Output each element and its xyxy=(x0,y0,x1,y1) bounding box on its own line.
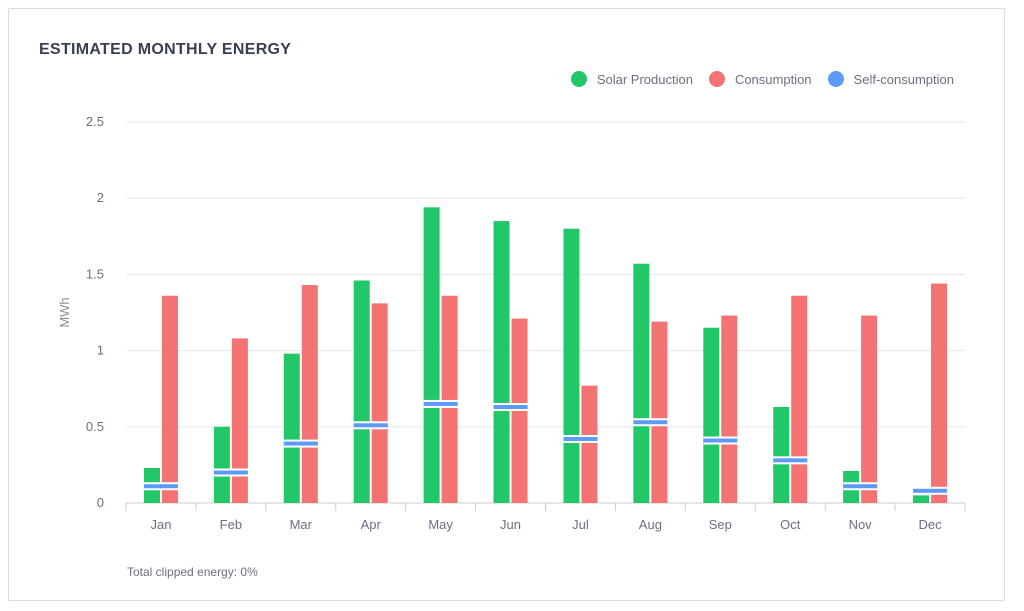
clipped-energy-note: Total clipped energy: 0% xyxy=(127,565,258,579)
y-tick-label: 2.5 xyxy=(86,114,104,129)
bar-solar-production xyxy=(423,207,440,503)
bar-solar-production xyxy=(913,495,930,503)
bar-consumption xyxy=(301,285,318,503)
bar-solar-production xyxy=(563,228,580,503)
bar-solar-production xyxy=(633,263,650,503)
bar-self-consumption xyxy=(423,401,458,406)
bar-consumption xyxy=(721,315,738,503)
bar-self-consumption xyxy=(633,420,668,425)
x-tick-label: Mar xyxy=(290,517,313,532)
bar-solar-production xyxy=(283,353,300,503)
bar-consumption xyxy=(441,295,458,503)
bar-consumption xyxy=(791,295,808,503)
x-tick-label: Feb xyxy=(220,517,242,532)
y-tick-label: 2 xyxy=(97,190,104,205)
y-tick-label: 1.5 xyxy=(86,266,104,281)
x-tick-label: Jun xyxy=(500,517,521,532)
bar-consumption xyxy=(931,283,948,503)
x-tick-label: May xyxy=(428,517,453,532)
bar-self-consumption xyxy=(773,458,808,463)
bar-self-consumption xyxy=(843,484,878,489)
bar-solar-production xyxy=(773,406,790,503)
bar-self-consumption xyxy=(143,484,178,489)
bar-consumption xyxy=(651,321,668,503)
legend-item-self-consumption[interactable]: Self-consumption xyxy=(827,71,954,87)
bar-consumption xyxy=(581,385,598,503)
chart-title: ESTIMATED MONTHLY ENERGY xyxy=(39,41,292,58)
x-tick-label: Nov xyxy=(849,517,873,532)
bar-solar-production xyxy=(493,221,510,503)
bar-solar-production xyxy=(353,280,370,503)
bar-self-consumption xyxy=(493,404,528,409)
bar-consumption xyxy=(861,315,878,503)
legend-item-consumption[interactable]: Consumption xyxy=(708,71,812,87)
legend-label: Solar Production xyxy=(596,71,693,87)
legend-label: Self-consumption xyxy=(853,71,954,87)
bar-self-consumption xyxy=(283,441,318,446)
x-tick-label: Dec xyxy=(918,517,942,532)
x-tick-label: Apr xyxy=(361,517,382,532)
bar-solar-production xyxy=(213,426,230,503)
chart-legend: Solar Production Consumption Self-consum… xyxy=(570,71,954,87)
y-tick-label: 0.5 xyxy=(86,419,104,434)
y-axis-label: MWh xyxy=(57,297,72,327)
bar-consumption xyxy=(231,338,248,503)
bar-consumption xyxy=(161,295,178,503)
y-tick-label: 1 xyxy=(97,343,104,358)
bar-self-consumption xyxy=(213,470,248,475)
bar-consumption xyxy=(371,303,388,503)
bar-self-consumption xyxy=(353,423,388,428)
legend-dot-icon xyxy=(570,71,587,87)
bar-self-consumption xyxy=(913,488,948,493)
y-tick-label: 0 xyxy=(97,495,104,510)
x-tick-label: Jul xyxy=(572,517,589,532)
legend-dot-icon xyxy=(708,71,725,87)
bar-solar-production xyxy=(703,327,720,503)
legend-dot-icon xyxy=(827,71,844,87)
legend-label: Consumption xyxy=(734,71,812,87)
bar-self-consumption xyxy=(703,438,738,443)
bar-self-consumption xyxy=(563,436,598,441)
legend-item-solar-production[interactable]: Solar Production xyxy=(570,71,693,87)
x-tick-label: Aug xyxy=(639,517,662,532)
x-tick-label: Sep xyxy=(709,517,732,532)
x-tick-label: Oct xyxy=(780,517,801,532)
x-tick-label: Jan xyxy=(150,517,171,532)
